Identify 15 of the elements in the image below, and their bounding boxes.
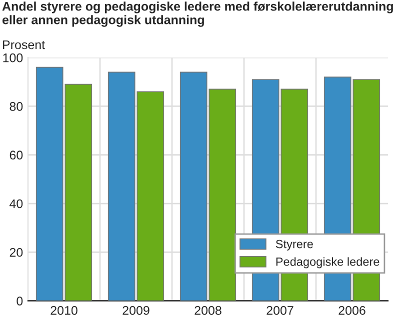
y-axis-title: Prosent xyxy=(3,40,45,50)
y-tick-label: 100 xyxy=(3,53,23,62)
y-tick-label: 20 xyxy=(10,248,23,257)
legend-label: Styrere xyxy=(276,240,313,251)
y-tick-label: 40 xyxy=(10,199,23,208)
x-tick-label: 2009 xyxy=(122,306,150,315)
x-tick-label: 2007 xyxy=(266,306,294,315)
y-tick-label: 0 xyxy=(16,296,23,306)
x-tick-label: 2010 xyxy=(50,306,78,315)
y-tick-label: 80 xyxy=(10,102,23,111)
chart-title: Andel styrere og pedagogiske ledere med førskolelærerutdanning eller annen pedagogisk utdanning xyxy=(2,2,393,27)
x-tick-label: 2006 xyxy=(338,306,366,315)
y-tick-label: 60 xyxy=(10,150,23,160)
x-tick-label: 2008 xyxy=(194,306,222,315)
legend-label: Pedagogiske ledere xyxy=(276,257,380,268)
